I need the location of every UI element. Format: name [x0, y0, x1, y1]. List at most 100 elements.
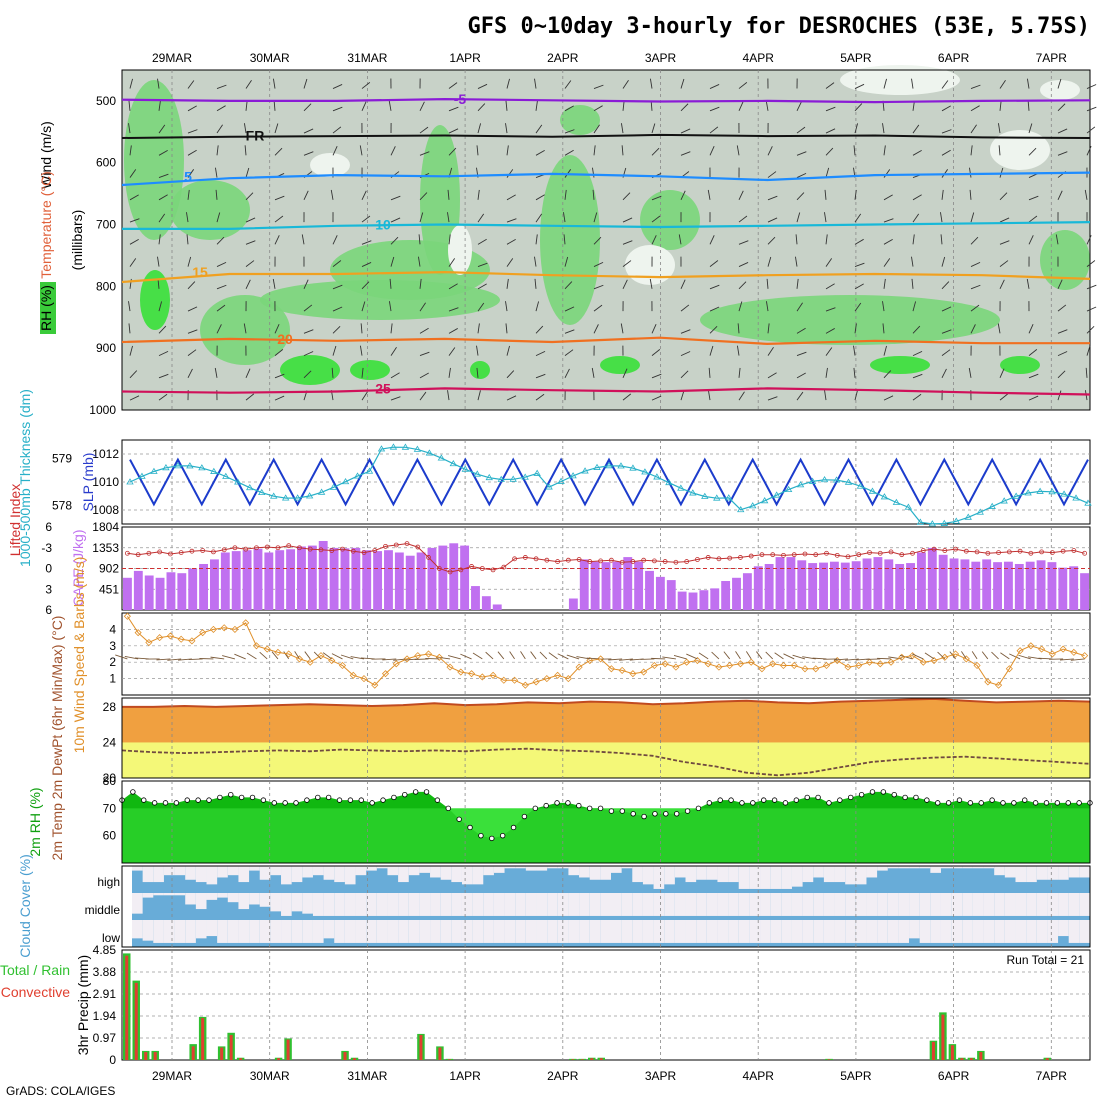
- cloud-gap: [153, 893, 164, 896]
- wind-barb: [680, 329, 691, 334]
- cape-bar: [416, 552, 426, 610]
- precip-conv-bar: [239, 1058, 243, 1060]
- temp-line: [122, 697, 1091, 708]
- cloud-gap: [664, 866, 675, 885]
- dry-blob: [1040, 80, 1080, 100]
- rh-blob: [170, 180, 250, 240]
- wind-barb: [825, 128, 836, 134]
- wind-barb: [736, 145, 740, 156]
- cloud-gap: [249, 866, 260, 871]
- wind-barb: [622, 240, 633, 245]
- wind-barb: [999, 192, 1008, 201]
- rh-marker: [478, 832, 484, 839]
- wind-barb: [971, 651, 978, 660]
- cape-bar: [264, 552, 274, 610]
- cloud-gap: [376, 920, 388, 943]
- wind-barb: [738, 81, 748, 89]
- contour-label: 15: [192, 264, 208, 280]
- wind-barb: [854, 213, 862, 223]
- date-label-top: 7APR: [1036, 51, 1068, 65]
- wind-barb: [593, 324, 599, 334]
- cloud-gap: [791, 866, 803, 887]
- wind-barb: [651, 395, 662, 401]
- cloud-gap: [898, 893, 910, 916]
- wind-barb: [680, 351, 691, 357]
- cloud-gap: [642, 893, 654, 916]
- wind-barb: [1000, 652, 1010, 660]
- wind-barb: [157, 256, 160, 267]
- wind-barb: [738, 215, 748, 223]
- wind-barb: [970, 212, 975, 223]
- cloud-gap: [132, 893, 143, 914]
- wind-marker: [683, 658, 691, 666]
- wind-barb: [506, 278, 509, 289]
- cloud-gap: [195, 920, 207, 939]
- cloud-gap: [1004, 893, 1016, 916]
- wind-barb: [883, 78, 887, 89]
- y-tick-label: 80: [103, 774, 117, 788]
- wind-barb: [332, 126, 342, 134]
- cloud-gap: [600, 866, 611, 880]
- cloud-gap: [472, 893, 484, 916]
- dewpoint-band: [122, 742, 1090, 778]
- wind-barb: [245, 279, 251, 290]
- precip-conv-bar: [599, 1058, 603, 1060]
- cape-bar: [721, 581, 731, 610]
- wind-barb: [361, 240, 372, 245]
- rh-marker: [141, 797, 147, 803]
- cloud-gap: [451, 866, 462, 883]
- wind-barb: [1085, 367, 1088, 378]
- cape-bar: [297, 546, 306, 610]
- cloud-gap: [451, 920, 462, 943]
- date-label-top: 2APR: [547, 51, 579, 65]
- wind-barb: [1057, 329, 1068, 334]
- cloud-gap: [355, 893, 367, 916]
- wind-barb: [167, 658, 182, 661]
- rh-marker: [1011, 800, 1017, 806]
- wind-marker: [607, 665, 615, 673]
- cape-bar: [1047, 562, 1057, 610]
- cloud-gap: [909, 893, 920, 916]
- wind-barb: [1018, 654, 1031, 660]
- cape-bar: [199, 563, 209, 610]
- wind-barb: [622, 217, 633, 223]
- wind-barb: [883, 345, 887, 356]
- temperature-contour: [121, 270, 1091, 284]
- wind-barb: [680, 103, 689, 112]
- wind-barb: [506, 395, 517, 401]
- wind-barb: [332, 306, 343, 312]
- wind-barb: [998, 145, 1001, 156]
- wind-barb: [796, 351, 807, 357]
- wind-barb: [999, 100, 1002, 111]
- wind-barb: [245, 192, 254, 201]
- rh-marker: [184, 797, 190, 803]
- cloud-gap: [962, 893, 973, 916]
- wind-barb: [825, 347, 833, 356]
- precip-conv-bar: [827, 1059, 831, 1060]
- cape-bar: [362, 550, 372, 610]
- dry-blob: [625, 245, 675, 285]
- cape-bar: [645, 570, 654, 610]
- y-tick-label: 3.88: [93, 965, 117, 979]
- wind-barb: [245, 100, 248, 111]
- cape-bar: [340, 548, 350, 610]
- wind-barb: [535, 301, 540, 312]
- wind-marker: [511, 676, 519, 684]
- cloud-gap: [461, 866, 473, 885]
- rh-marker: [1000, 800, 1006, 806]
- wind-barb: [187, 80, 195, 89]
- wind-barb: [214, 367, 218, 378]
- wind-barb: [448, 347, 456, 356]
- cape-bar: [797, 560, 807, 610]
- rh-marker: [1022, 797, 1028, 803]
- wind-barb: [825, 147, 834, 156]
- cloud-gap: [323, 920, 335, 939]
- wind-barb: [129, 145, 132, 156]
- rh-marker: [848, 794, 854, 801]
- cape-bar: [133, 570, 143, 610]
- cloud-gap: [685, 866, 697, 883]
- wind-barb: [322, 652, 332, 660]
- cloud-gap: [813, 920, 824, 943]
- cloud-gap: [547, 893, 558, 916]
- wind-barb: [447, 189, 450, 200]
